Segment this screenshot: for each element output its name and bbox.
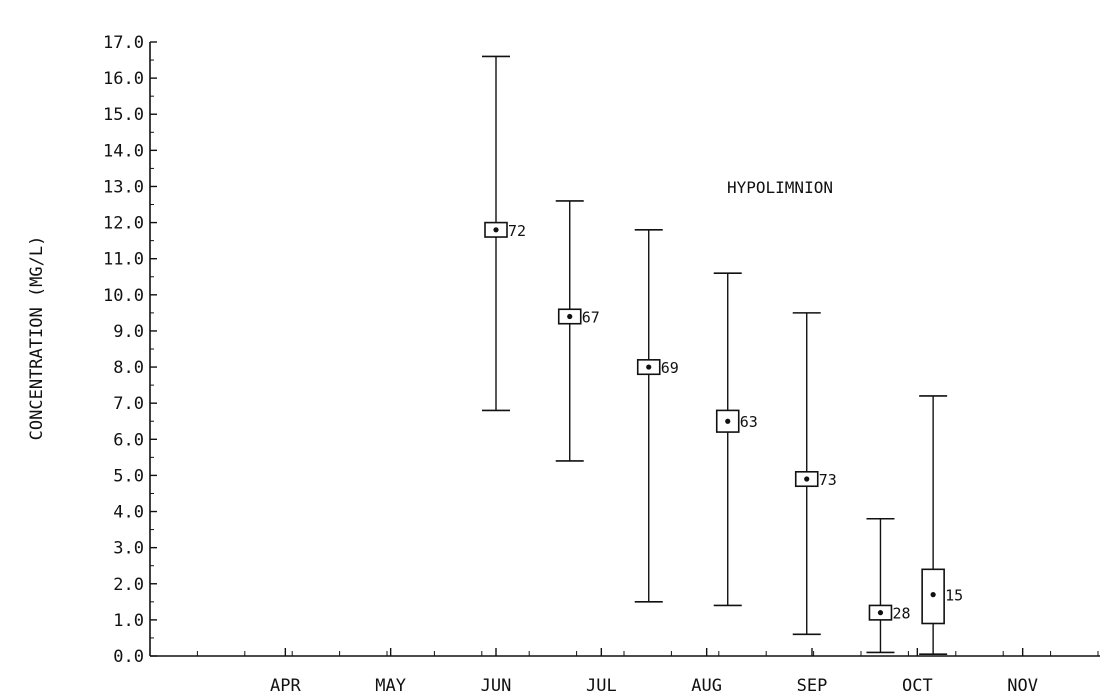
sample-count-label: 67 <box>582 308 600 326</box>
mean-marker <box>567 313 573 320</box>
y-tick-label: 6.0 <box>113 430 144 450</box>
sample-count-label: 72 <box>508 222 526 240</box>
axes <box>149 42 1100 657</box>
x-tick-label: NOV <box>1007 676 1038 696</box>
y-tick-label: 2.0 <box>113 575 144 595</box>
x-tick-label: JUL <box>586 676 617 696</box>
y-tick-label: 13.0 <box>103 177 144 197</box>
y-tick-label: 3.0 <box>113 539 144 559</box>
sample-count-label: 15 <box>945 587 963 605</box>
y-tick-label: 1.0 <box>113 611 144 631</box>
y-axis-title: CONCENTRATION (MG/L) <box>27 236 47 441</box>
box-group: 72 <box>482 55 526 412</box>
box-group: 69 <box>634 229 679 603</box>
box-group: 15 <box>919 395 963 655</box>
sample-count-label: 63 <box>740 413 758 431</box>
mean-marker <box>725 418 731 424</box>
y-tick-label: 14.0 <box>103 141 144 161</box>
x-tick-label: AUG <box>691 676 722 696</box>
sample-count-label: 73 <box>819 471 837 489</box>
mean-marker <box>804 476 810 482</box>
y-tick-label: 8.0 <box>113 358 144 378</box>
y-tick-label: 0.0 <box>113 647 144 667</box>
sample-count-label: 69 <box>661 359 679 377</box>
sample-count-label: 28 <box>892 605 910 623</box>
mean-marker <box>877 610 884 616</box>
y-tick-label: 12.0 <box>103 214 144 234</box>
y-tick-label: 15.0 <box>103 105 144 125</box>
y-tick-label: 16.0 <box>103 69 144 89</box>
hypolimnion-label: HYPOLIMNION <box>727 178 833 197</box>
y-tick-label: 5.0 <box>113 466 144 486</box>
box-group: 63 <box>713 272 758 607</box>
mean-marker <box>493 227 499 233</box>
y-tick-label: 7.0 <box>113 394 144 414</box>
x-tick-label: MAY <box>375 676 406 696</box>
y-tick-label: 11.0 <box>103 250 144 270</box>
x-tick-label: JUN <box>481 676 512 696</box>
box-series: 72 67 69 63 73 28 15 <box>482 55 963 655</box>
box-group: 67 <box>555 200 600 462</box>
y-tick-label: 4.0 <box>113 503 144 523</box>
x-tick-label: SEP <box>797 676 828 696</box>
x-axis-ticks: APRMAYJUNJULAUGSEPOCTNOVDEC <box>149 648 1099 696</box>
y-tick-label: 17.0 <box>103 33 144 53</box>
mean-marker <box>930 592 936 598</box>
y-tick-label: 10.0 <box>103 286 144 306</box>
box-group: 73 <box>792 312 837 636</box>
y-tick-label: 9.0 <box>113 322 144 342</box>
x-tick-label: APR <box>270 676 301 696</box>
box-group: 28 <box>866 517 911 654</box>
mean-marker <box>646 364 652 370</box>
x-tick-label: OCT <box>902 676 933 696</box>
y-axis-ticks: 0.0 1.0 2.0 3.0 4.0 5.0 6.0 7.0 8.0 9.0 10.0 11.0 12… <box>103 33 157 667</box>
